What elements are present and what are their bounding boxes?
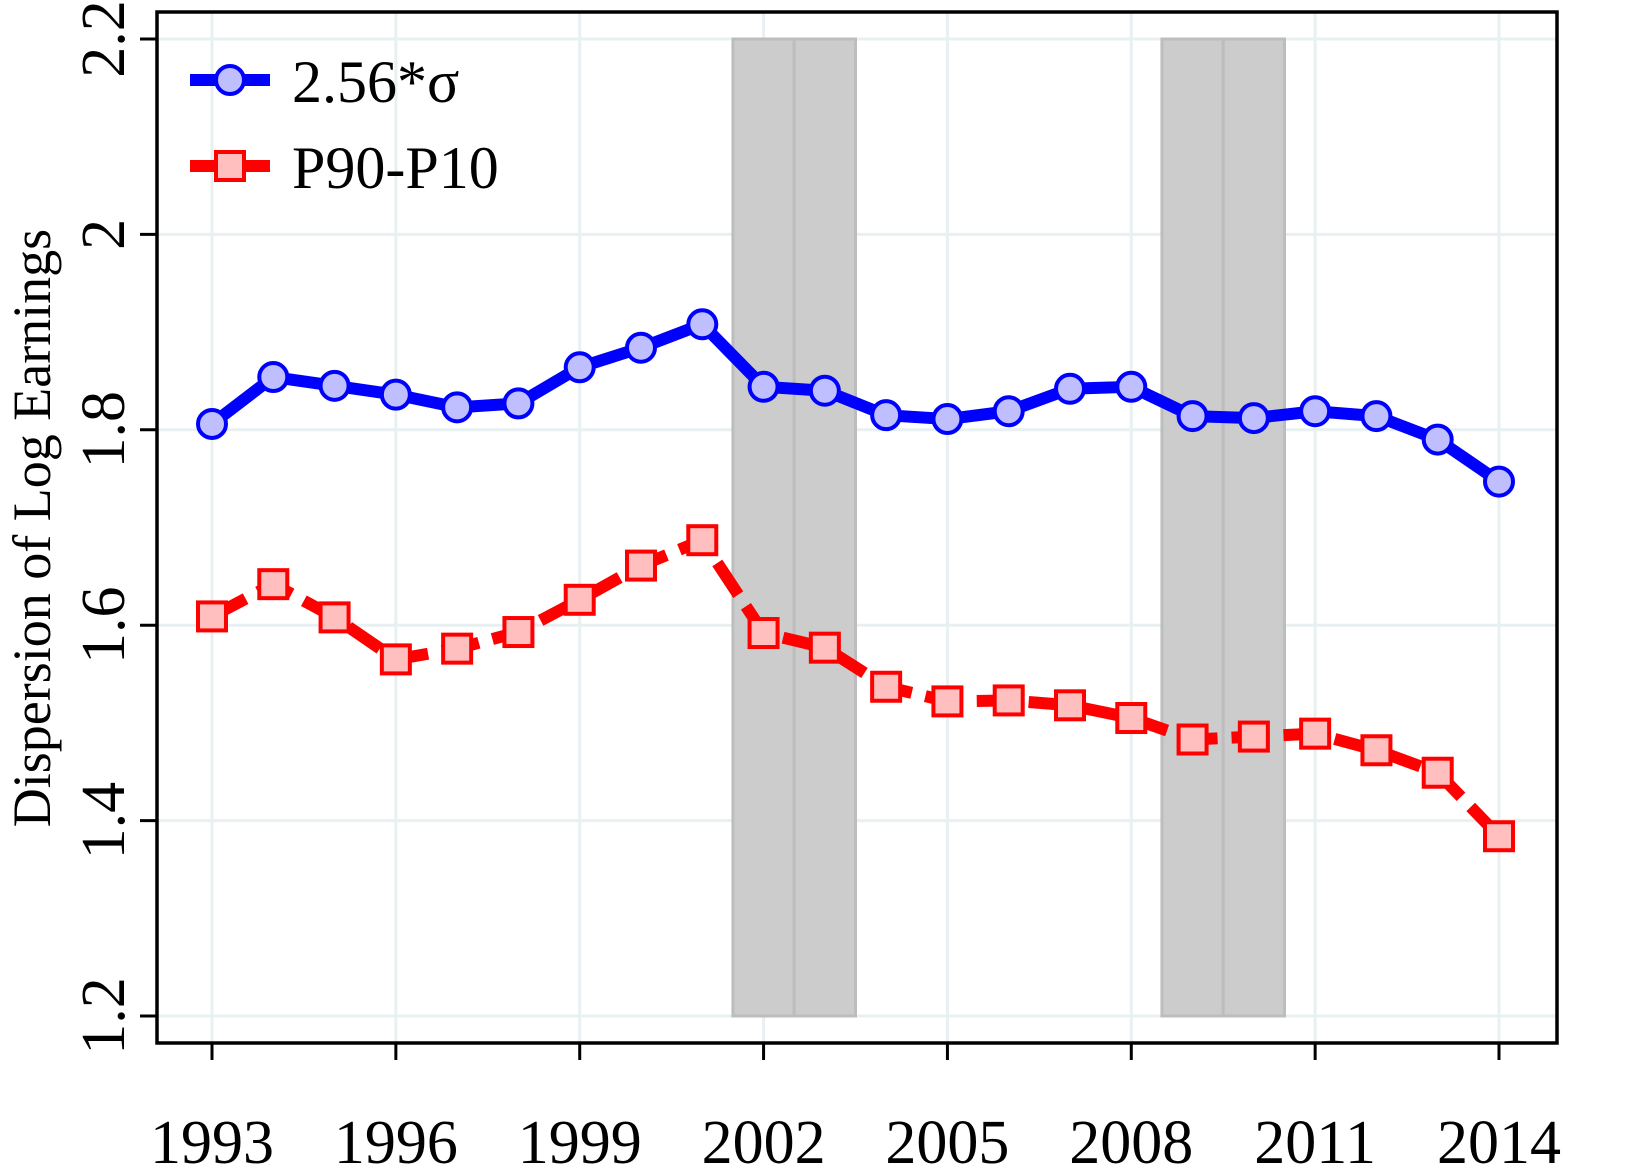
data-point-square: [1299, 717, 1332, 750]
x-tick-label: 2005: [885, 1109, 1009, 1173]
legend-circle-icon: [214, 64, 246, 96]
x-tick-label: 2014: [1437, 1109, 1561, 1173]
y-axis-title: Dispersion of Log Earnings: [2, 229, 62, 827]
recession-band: [1160, 37, 1225, 1018]
data-point-circle: [1299, 395, 1332, 428]
series-line: [209, 534, 1504, 841]
data-point-square: [870, 670, 903, 703]
data-point-circle: [379, 378, 412, 411]
data-point-circle: [196, 407, 228, 440]
data-point-circle: [625, 331, 657, 364]
legend-label: P90-P10: [292, 135, 499, 201]
data-point-square: [625, 549, 657, 582]
data-point-square: [747, 617, 780, 650]
data-point-square: [1360, 734, 1393, 767]
plot-border: [155, 10, 1559, 1045]
data-point-square: [931, 685, 964, 718]
data-point-square: [1115, 702, 1148, 735]
data-point-circle: [502, 387, 535, 420]
data-point-square: [686, 524, 719, 557]
x-tick-label: 1993: [150, 1109, 274, 1173]
data-point-circle: [808, 374, 841, 407]
data-point-square: [563, 583, 596, 616]
plot-frame: [155, 10, 1559, 1045]
y-tick-label: 1.2: [70, 977, 138, 1055]
data-point-circle: [257, 361, 290, 394]
data-point-circle: [1360, 400, 1393, 433]
data-point-circle: [870, 399, 903, 432]
data-point-square: [379, 643, 412, 676]
data-point-circle: [1115, 370, 1148, 403]
data-point-circle: [1237, 402, 1270, 435]
data-point-circle: [441, 391, 474, 424]
data-point-square: [808, 631, 841, 664]
recession-band: [792, 37, 858, 1018]
x-tick-label: 1996: [334, 1109, 458, 1173]
data-point-circle: [1176, 400, 1209, 433]
data-point-circle: [686, 308, 719, 341]
x-tick-label: 2011: [1254, 1109, 1376, 1173]
legend-square-icon: [214, 150, 246, 182]
data-point-circle: [318, 369, 351, 402]
data-series: [196, 308, 1515, 853]
data-point-circle: [747, 370, 780, 403]
recession-band: [1221, 37, 1286, 1018]
y-tick-label: 1.8: [70, 391, 138, 469]
data-point-square: [1237, 720, 1270, 753]
data-point-circle: [1054, 372, 1086, 405]
data-point-square: [1176, 723, 1209, 756]
x-axis: 1993 1996 1999 2002 2005 2008 2011 2014: [150, 1043, 1561, 1173]
data-point-square: [992, 684, 1025, 717]
data-point-circle: [931, 403, 964, 436]
series-line: [208, 318, 1503, 487]
data-point-square: [1483, 820, 1515, 853]
data-point-square: [1421, 756, 1454, 789]
legend: 2.56*σ P90-P10: [190, 49, 499, 201]
x-tick-label: 2002: [702, 1109, 826, 1173]
x-tick-label: 1999: [518, 1109, 642, 1173]
data-point-circle: [1483, 465, 1515, 498]
recession-band: [731, 37, 796, 1018]
y-tick-label: 1.4: [70, 782, 138, 860]
recession-shading: [731, 37, 1286, 1018]
data-point-square: [441, 632, 474, 665]
data-point-circle: [563, 351, 596, 384]
x-tick-label: 2008: [1069, 1109, 1193, 1173]
data-point-square: [502, 616, 535, 649]
legend-label: 2.56*σ: [292, 49, 459, 115]
data-point-square: [1054, 689, 1086, 722]
y-axis: 1.2 1.4 1.6 1.8 2 2.2: [70, 0, 157, 1055]
data-point-square: [196, 600, 228, 633]
y-tick-label: 1.6: [70, 586, 138, 664]
data-point-circle: [1421, 423, 1454, 456]
data-point-square: [257, 568, 290, 601]
data-point-circle: [992, 395, 1025, 428]
y-tick-label: 2.2: [70, 0, 138, 78]
data-point-square: [318, 601, 351, 634]
y-tick-label: 2: [70, 219, 138, 250]
